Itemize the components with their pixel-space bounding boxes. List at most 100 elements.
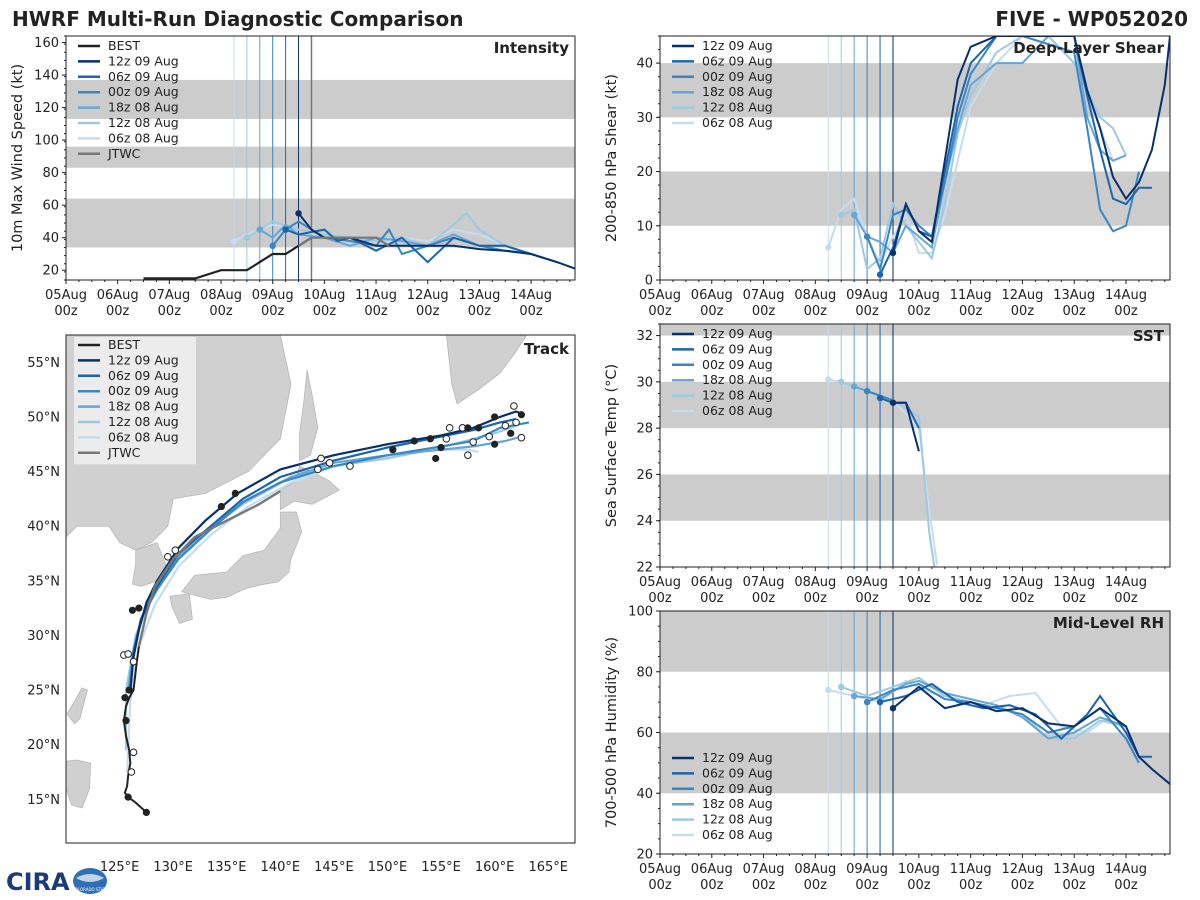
threshold-band [660, 474, 1170, 521]
legend-label: BEST [108, 38, 140, 53]
track-marker-filled [426, 435, 434, 443]
series-line-18z-08-aug [854, 679, 1127, 740]
legend-label: 18z 08 Aug [702, 372, 773, 387]
legend-label: 06z 09 Aug [702, 765, 773, 780]
y-tick-label: 32 [636, 329, 653, 344]
x-tick-label: 10Aug [898, 575, 940, 590]
chart-panels: 2040608010012014016005Aug00z06Aug00z07Au… [10, 35, 1171, 893]
legend-label: 18z 08 Aug [108, 100, 179, 115]
x-tick-label: 14Aug [510, 288, 552, 303]
track-marker-open [517, 433, 526, 442]
logo-subtext: COLORADO STATE [72, 887, 109, 892]
lon-tick-label: 130°E [153, 860, 193, 875]
lon-tick-label: 125°E [100, 860, 140, 875]
y-axis-label: 10m Max Wind Speed (kt) [10, 64, 26, 252]
legend-label: 06z 09 Aug [108, 69, 179, 84]
y-tick-label: 40 [636, 787, 653, 802]
storm-id: FIVE - WP052020 [995, 7, 1188, 31]
x-tick-label: 14Aug [1105, 288, 1147, 303]
x-tick-label: 10Aug [898, 862, 940, 877]
series-line-06z-09-aug [285, 228, 558, 264]
track-marker-open [464, 451, 472, 459]
track-marker-filled [135, 604, 143, 612]
x-tick-label: 09Aug [846, 288, 888, 303]
x-tick-label: 00z [1114, 304, 1138, 319]
lon-tick-label: 165°E [528, 860, 568, 875]
y-tick-label: 24 [636, 514, 653, 529]
legend-label: 12z 08 Aug [702, 812, 773, 827]
legend-label: JTWC [107, 445, 141, 460]
y-tick-label: 140 [34, 69, 59, 84]
lon-tick-label: 155°E [421, 860, 461, 875]
legend-label: 12z 08 Aug [108, 414, 179, 429]
x-tick-label: 05Aug [639, 862, 681, 877]
x-tick-label: 00z [1063, 304, 1087, 319]
x-tick-label: 06Aug [691, 862, 733, 877]
x-tick-label: 00z [1011, 878, 1035, 893]
series-start-marker [256, 226, 263, 233]
x-tick-label: 05Aug [45, 288, 87, 303]
x-tick-label: 13Aug [458, 288, 500, 303]
x-tick-label: 00z [648, 304, 672, 319]
x-tick-label: 05Aug [639, 575, 681, 590]
x-tick-label: 00z [959, 304, 983, 319]
panel-title: Intensity [494, 39, 570, 57]
series-line-12z-09-aug [892, 685, 1170, 785]
x-tick-label: 00z [1011, 304, 1035, 319]
legend-label: 00z 09 Aug [702, 357, 773, 372]
x-tick-label: 14Aug [1105, 862, 1147, 877]
track-marker-filled [474, 424, 483, 432]
x-tick-label: 06Aug [691, 575, 733, 590]
track-marker-open [164, 552, 172, 561]
legend-label: 12z 09 Aug [108, 53, 179, 68]
track-marker-open [469, 438, 478, 446]
series-start-marker [850, 383, 858, 390]
y-tick-label: 160 [34, 36, 59, 51]
y-tick-label: 60 [42, 199, 59, 214]
lon-tick-label: 140°E [261, 860, 301, 875]
land-korea [131, 542, 169, 587]
lat-tick-label: 25°N [27, 684, 60, 699]
threshold-band [660, 324, 1170, 336]
y-tick-label: 22 [636, 561, 653, 576]
series-start-marker [863, 698, 871, 706]
panel-track: 125°E 130°E 135°E 140°E 145°E 150°E 155°E 160°E… [27, 334, 576, 875]
x-tick-label: 09Aug [252, 288, 294, 303]
x-tick-label: 08Aug [200, 288, 242, 303]
y-tick-label: 20 [42, 264, 59, 279]
figure-title: HWRF Multi-Run Diagnostic Comparison [12, 7, 463, 31]
lat-tick-label: 30°N [27, 629, 60, 644]
series-start-marker [295, 210, 302, 217]
legend-label: 06z 08 Aug [702, 827, 773, 842]
land-kyushu [169, 593, 193, 624]
x-tick-label: 00z [468, 304, 492, 319]
track-marker-open [314, 465, 322, 474]
x-tick-label: 12Aug [407, 288, 449, 303]
x-tick-label: 00z [416, 304, 440, 319]
series-start-marker [889, 705, 897, 712]
jtwc-line [297, 236, 390, 247]
lat-tick-label: 55°N [27, 356, 60, 371]
x-tick-label: 00z [752, 304, 776, 319]
best-track-line [143, 236, 313, 280]
track-marker-open [512, 418, 520, 427]
x-tick-label: 11Aug [355, 288, 397, 303]
legend-label: 12z 09 Aug [702, 38, 773, 53]
x-tick-label: 13Aug [1053, 288, 1095, 303]
x-tick-label: 00z [855, 304, 879, 319]
x-tick-label: 13Aug [1053, 575, 1095, 590]
y-tick-label: 40 [636, 57, 653, 72]
series-group [825, 36, 1170, 278]
track-marker-filled [122, 717, 130, 725]
legend-label: 12z 09 Aug [108, 352, 179, 367]
x-tick-label: 00z [700, 878, 724, 893]
x-tick-label: 00z [364, 304, 388, 319]
x-tick-label: 00z [209, 304, 233, 319]
x-tick-label: 12Aug [1001, 575, 1043, 590]
x-tick-label: 00z [752, 878, 776, 893]
x-tick-label: 05Aug [639, 288, 681, 303]
series-start-marker [889, 399, 897, 406]
track-marker-open [346, 462, 354, 470]
